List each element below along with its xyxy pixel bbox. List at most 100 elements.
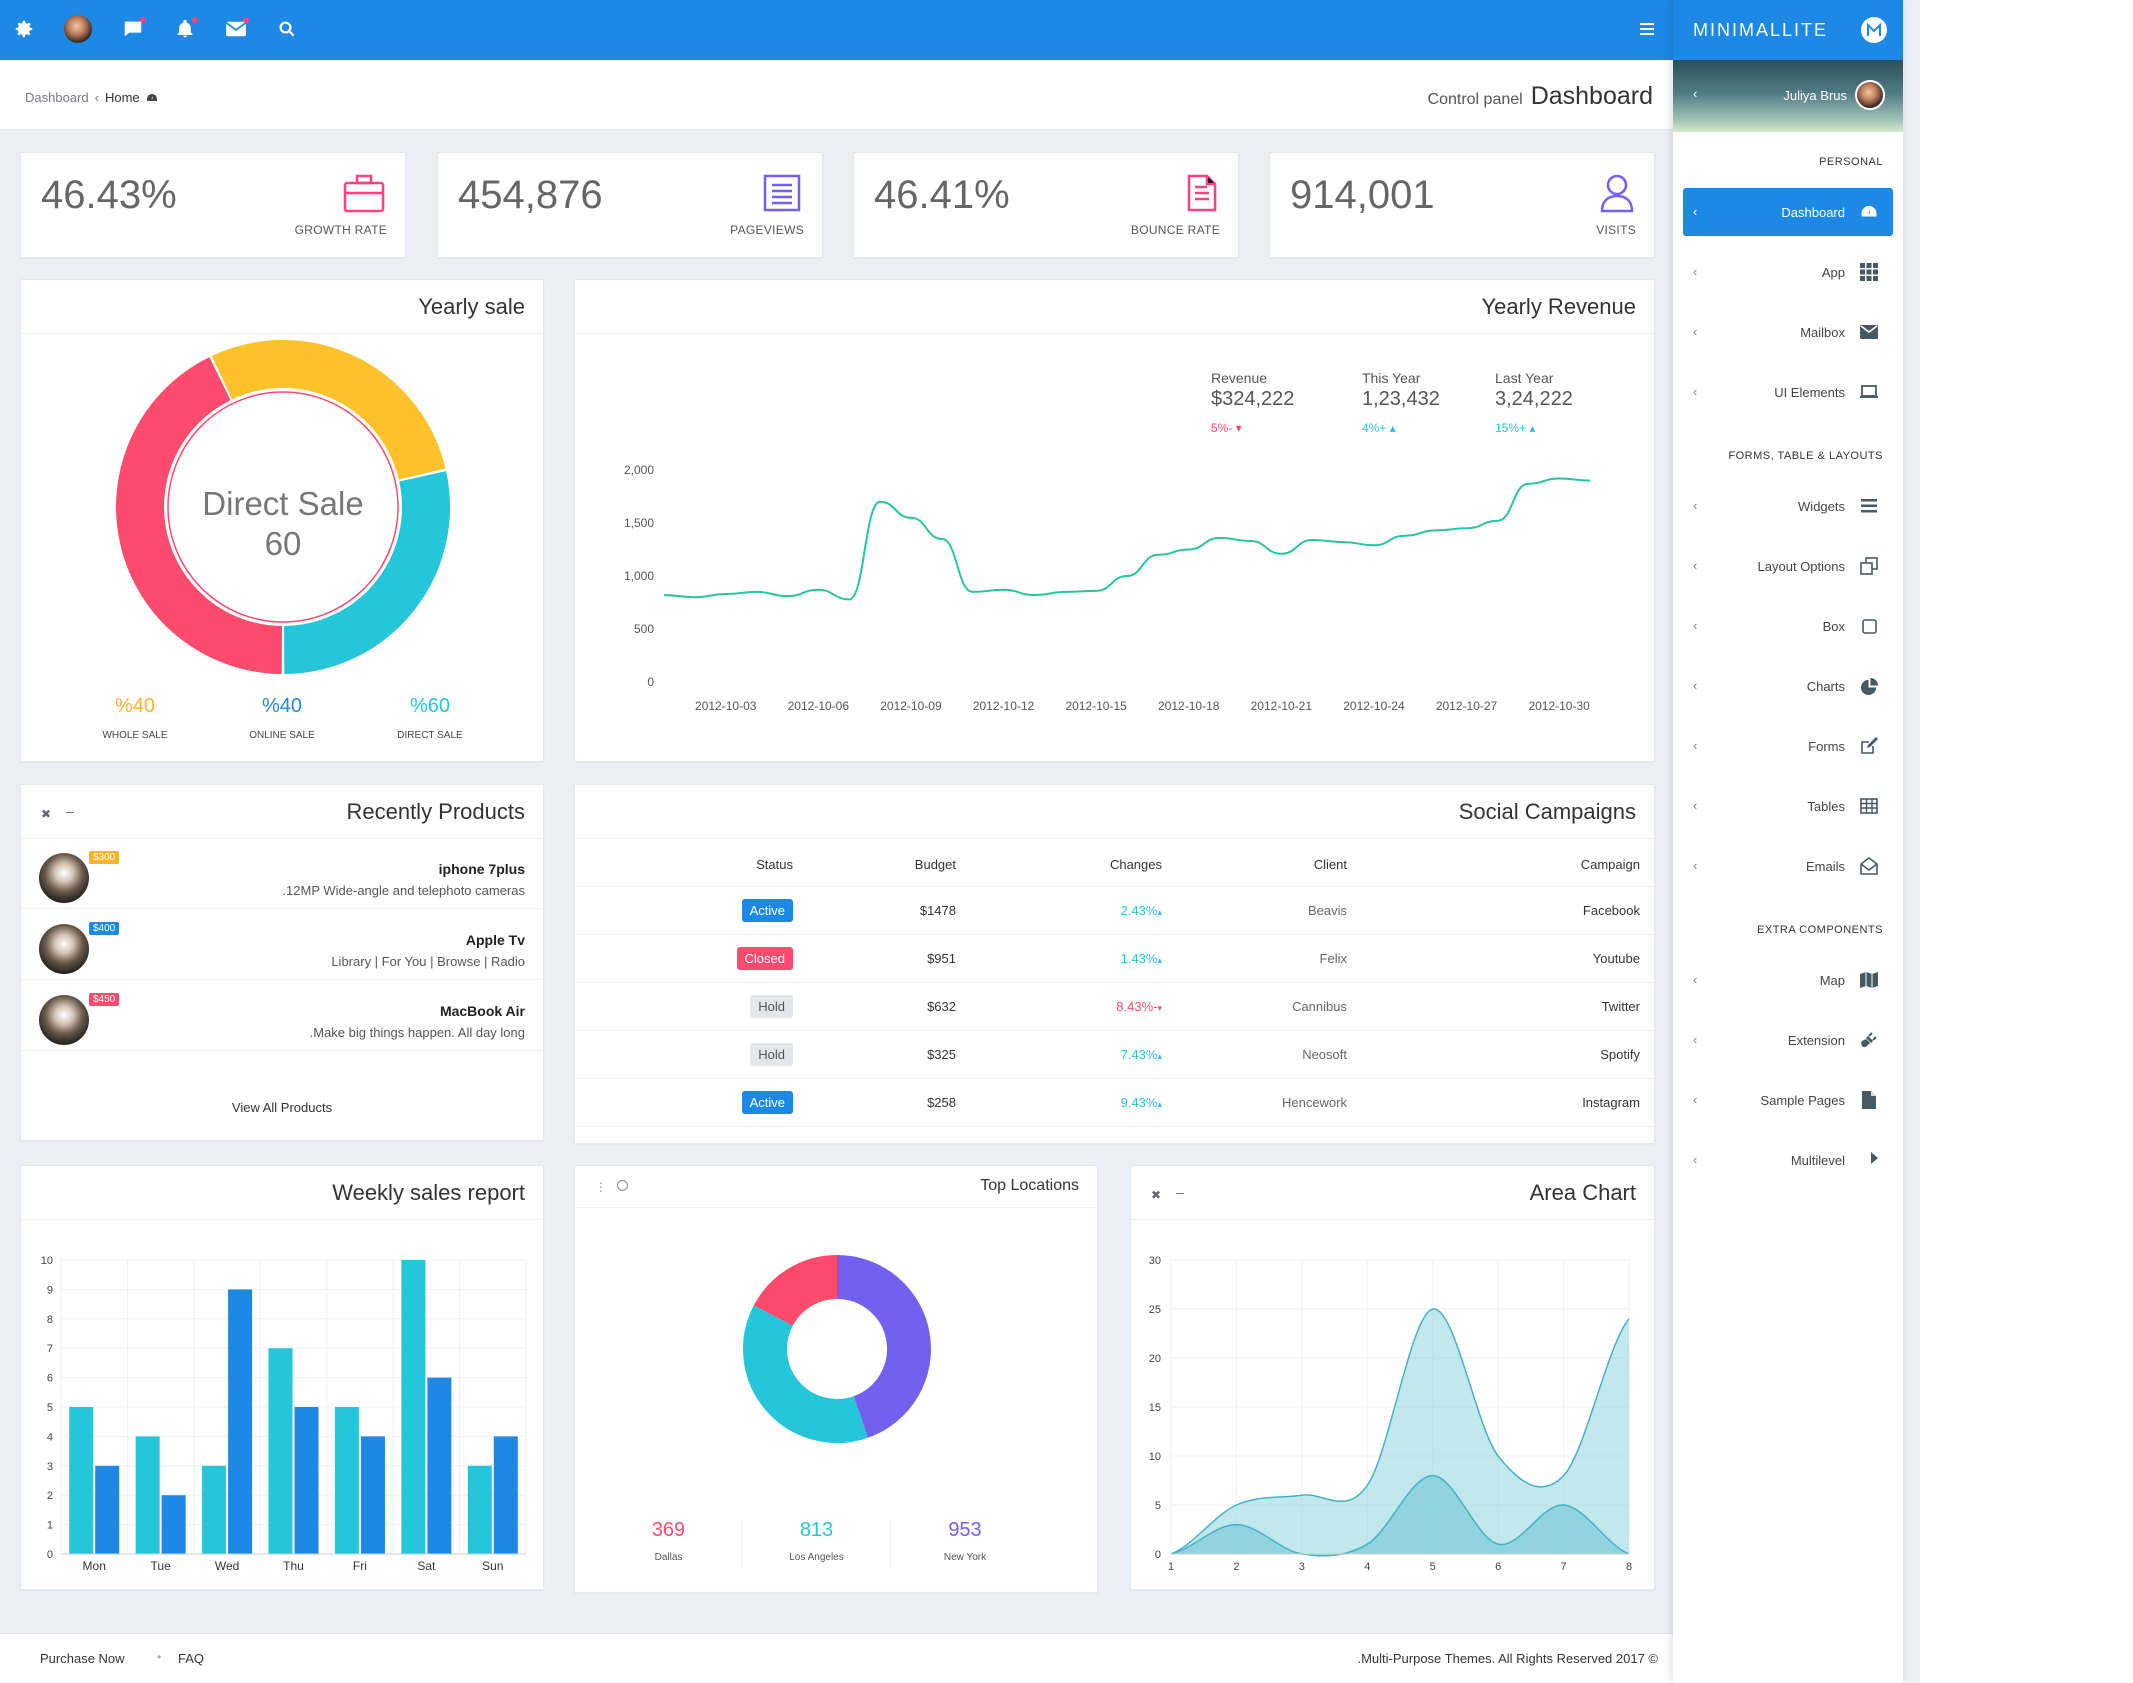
sidebar-item-label: Layout Options (1757, 559, 1845, 574)
yearly-revenue-line-chart: 0 500 1,000 1,500 2,000 2012-10-03 2012-10-06 2… (624, 463, 1591, 713)
sidebar-item-forms[interactable]: ‹ Forms (1683, 722, 1893, 770)
sidebar-item-box[interactable]: ‹ Box (1683, 602, 1893, 650)
change-cell: 8.43%- (1116, 999, 1158, 1014)
product-name[interactable]: MacBook Air (439, 1003, 525, 1019)
close-icon[interactable]: ✖ (41, 807, 52, 821)
content-header: Dashboard ‹ Home Control panel Dashboard (0, 60, 1673, 130)
chevron-left-icon: ‹ (1693, 618, 1698, 633)
card-title: Social Campaigns (1458, 799, 1636, 824)
hamburger-icon[interactable] (1632, 14, 1662, 44)
breadcrumb-dashboard[interactable]: Dashboard (25, 90, 89, 105)
slice-los-angeles (743, 1305, 869, 1443)
sidebar-item-emails[interactable]: ‹ Emails (1683, 842, 1893, 890)
chevron-left-icon: ‹ (1693, 678, 1698, 693)
product-item[interactable]: $400 Apple Tv Library | For You | Browse… (21, 910, 543, 980)
product-item[interactable]: $450 MacBook Air .Make big things happen… (21, 981, 543, 1051)
sidebar-item-layout-options[interactable]: ‹ Layout Options (1683, 542, 1893, 590)
product-item[interactable]: $300 iphone 7plus .12MP Wide-angle and t… (21, 839, 543, 909)
y-tick-label: 3 (47, 1461, 53, 1473)
card-title: Recently Products (346, 799, 525, 824)
y-tick-label: 0 (47, 1549, 53, 1561)
share-icon (1859, 1150, 1879, 1170)
bell-icon[interactable] (170, 14, 200, 44)
sidebar-item-map[interactable]: ‹ Map (1683, 956, 1893, 1004)
sidebar-item-sample-pages[interactable]: ‹ Sample Pages (1683, 1076, 1893, 1124)
inner-ring (167, 391, 399, 623)
sidebar-item-label: Multilevel (1790, 1153, 1845, 1168)
minimize-icon[interactable]: – (66, 803, 74, 819)
card-title: Area Chart (1529, 1180, 1636, 1205)
card-header: ⋮ Top Locations (575, 1166, 1097, 1208)
stat-value: 46.41% (874, 173, 1010, 217)
y-tick-label: 9 (47, 1284, 53, 1296)
client-cell: Hencework (1281, 1095, 1347, 1110)
sidebar-user-panel: ‹ Juliya Brus (1673, 60, 1903, 132)
slice-direct-sale (116, 357, 283, 674)
sidebar-item-charts[interactable]: ‹ Charts (1683, 662, 1893, 710)
user-avatar[interactable] (1855, 80, 1885, 110)
x-tick-label: 1 (1168, 1561, 1174, 1573)
stat-value: 914,001 (1290, 173, 1435, 217)
revenue-series-line (663, 477, 1591, 601)
chevron-left-icon[interactable]: ‹ (1693, 86, 1698, 101)
search-icon[interactable] (272, 14, 302, 44)
table-row: Active $258 9.43%▴ Hencework Instagram (575, 1079, 1654, 1127)
card-title: Weekly sales report (332, 1180, 525, 1205)
laptop-icon (1859, 382, 1879, 402)
sidebar: MINIMALLITE ‹ Juliya Brus PERSONAL ‹ Dash… (1673, 0, 1903, 1683)
legend-value: %40 (114, 695, 156, 717)
caret-down-icon: ▾ (1232, 421, 1242, 435)
legend-whole-sale: %40 WHOLE SALE (75, 695, 195, 741)
page-heading: Dashboard (1530, 82, 1653, 110)
user-avatar[interactable] (63, 14, 93, 44)
close-icon[interactable]: ✖ (1151, 1188, 1162, 1202)
map-icon (1859, 970, 1879, 990)
weekly-sales-bar-chart: 0 1 2 3 4 5 6 7 8 9 10 Mon Tue Wed Thu Fri Sat Sun (41, 1255, 527, 1573)
x-tick-label: 7 (1561, 1561, 1567, 1573)
revenue-stat-value: $324,222 (1211, 388, 1295, 410)
y-tick-label: 1 (47, 1520, 53, 1532)
envelope-open-icon (1859, 856, 1879, 876)
purchase-now-link[interactable]: Purchase Now (40, 1651, 125, 1666)
campaign-cell: Youtube (1592, 951, 1640, 966)
sidebar-item-widgets[interactable]: ‹ Widgets (1683, 482, 1893, 530)
sidebar-item-ui-elements[interactable]: ‹ UI Elements (1683, 368, 1893, 416)
bar (69, 1407, 94, 1554)
sidebar-item-mailbox[interactable]: ‹ Mailbox (1683, 308, 1893, 356)
x-tick-label: 8 (1626, 1561, 1632, 1573)
sidebar-item-dashboard[interactable]: ‹ Dashboard (1683, 188, 1893, 236)
sidebar-item-extension[interactable]: ‹ Extension (1683, 1016, 1893, 1064)
budget-cell: $258 (927, 1095, 956, 1110)
mail-icon[interactable] (221, 14, 251, 44)
sidebar-item-multilevel[interactable]: ‹ Multilevel (1683, 1136, 1893, 1184)
x-tick-label: 4 (1364, 1561, 1370, 1573)
client-cell: Beavis (1307, 903, 1347, 918)
product-name[interactable]: Apple Tv (465, 932, 525, 948)
bar (493, 1436, 518, 1554)
sidebar-section-label: EXTRA COMPONENTS (1757, 924, 1883, 936)
user-name[interactable]: Juliya Brus (1783, 88, 1847, 103)
y-tick-label: 500 (634, 622, 654, 636)
view-all-products-link[interactable]: View All Products (231, 1100, 333, 1115)
revenue-stat-value: 3,24,222 (1495, 388, 1573, 410)
x-tick-label: 2012-10-18 (1158, 699, 1220, 713)
circle-icon[interactable] (617, 1180, 628, 1191)
x-tick-label: 2012-10-24 (1343, 699, 1405, 713)
sidebar-item-tables[interactable]: ‹ Tables (1683, 782, 1893, 830)
product-name[interactable]: iphone 7plus (438, 861, 525, 877)
breadcrumb-home[interactable]: Home (104, 90, 140, 105)
minimize-icon[interactable]: – (1176, 1184, 1184, 1200)
sidebar-item-label: Charts (1806, 679, 1845, 694)
caret-up-icon: ▴ (1157, 907, 1162, 917)
x-tick-label: Sun (482, 1559, 503, 1573)
gear-icon[interactable] (9, 14, 39, 44)
brand-name[interactable]: MINIMALLITE (1693, 20, 1829, 40)
more-vertical-icon[interactable]: ⋮ (595, 1180, 607, 1194)
sidebar-item-label: Emails (1805, 859, 1845, 874)
page-title: Control panel Dashboard (1428, 82, 1653, 111)
chat-icon[interactable] (118, 14, 148, 44)
stat-value: 46.43% (41, 173, 177, 217)
sidebar-item-app[interactable]: ‹ App (1683, 248, 1893, 296)
chevron-left-icon: ‹ (1693, 204, 1698, 219)
faq-link[interactable]: FAQ (178, 1651, 205, 1666)
